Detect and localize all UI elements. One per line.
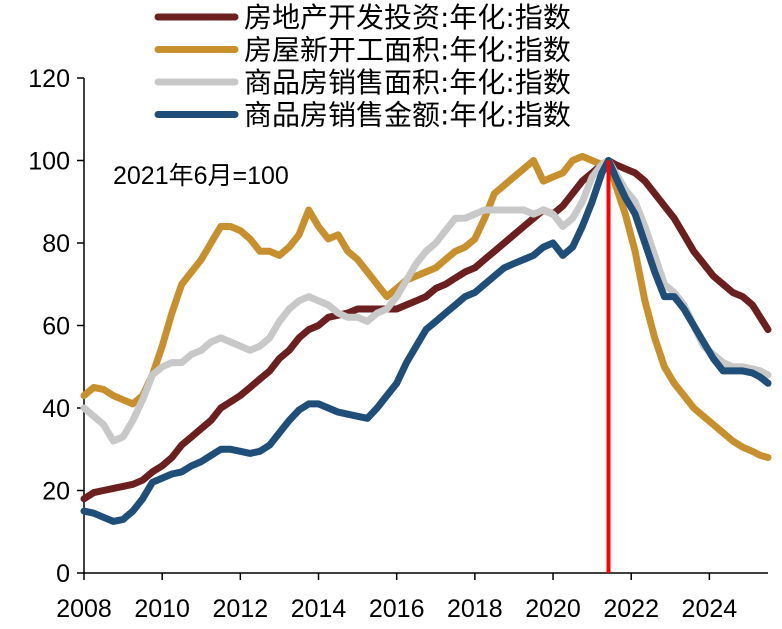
x-tick-label: 2014: [291, 595, 347, 623]
legend: 房地产开发投资:年化:指数房屋新开工面积:年化:指数商品房销售面积:年化:指数商…: [154, 1, 571, 132]
x-tick-label: 2022: [603, 595, 659, 623]
x-tick-label: 2012: [213, 595, 269, 623]
axes: 0 20 40 60 80 100 120 2008 2010 2012 2014 2016 2018 2…: [28, 65, 768, 623]
x-tick-label: 2024: [682, 595, 738, 623]
series-line-4: [80, 157, 772, 525]
x-tick-label: 2016: [369, 595, 425, 623]
chart-annotation: 2021年6月=100: [113, 162, 289, 190]
y-tick-label: 20: [42, 478, 70, 506]
legend-label-4: 商品房销售金额:年化:指数: [244, 99, 571, 132]
series-line-3: [80, 157, 772, 445]
series-layer: [80, 152, 772, 525]
series-line-1: [80, 157, 772, 503]
x-tick-label: 2008: [56, 595, 112, 623]
y-tick-label: 120: [28, 65, 70, 93]
x-tick-label: 2010: [134, 595, 190, 623]
legend-label-1: 房地产开发投资:年化:指数: [244, 1, 571, 34]
series-line-2: [80, 152, 772, 461]
legend-label-2: 房屋新开工面积:年化:指数: [244, 34, 571, 67]
y-tick-label: 40: [42, 395, 70, 423]
y-tick-label: 100: [28, 148, 70, 176]
y-tick-label: 0: [56, 560, 70, 588]
y-tick-label: 80: [42, 230, 70, 258]
x-tick-label: 2018: [447, 595, 503, 623]
y-tick-label: 60: [42, 313, 70, 341]
x-tick-label: 2020: [525, 595, 581, 623]
legend-label-3: 商品房销售面积:年化:指数: [244, 66, 571, 99]
